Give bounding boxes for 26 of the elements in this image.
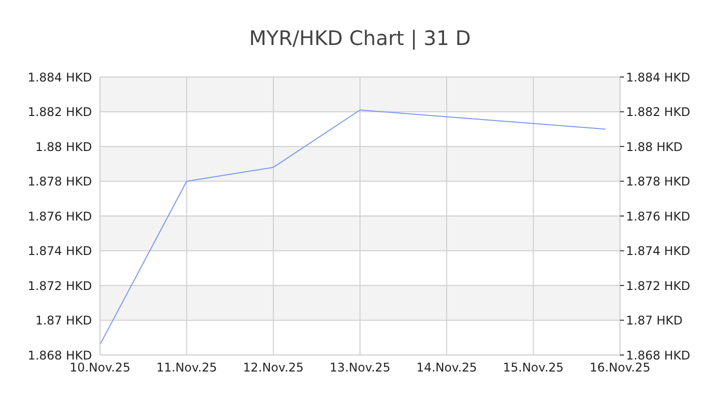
y2-tick-label: 1.876 HKD <box>626 209 690 224</box>
y-tick-label: 1.878 HKD <box>28 174 92 189</box>
y-tick-label: 1.868 HKD <box>28 348 92 362</box>
x-tick-label: 14.Nov.25 <box>416 360 477 375</box>
y2-tick-label: 1.884 HKD <box>626 70 690 84</box>
y2-tick-label: 1.882 HKD <box>626 105 690 120</box>
x-tick-label: 11.Nov.25 <box>156 360 217 375</box>
x-tick-label: 15.Nov.25 <box>503 360 564 375</box>
y2-tick-label: 1.868 HKD <box>626 348 690 362</box>
y-tick-label: 1.882 HKD <box>28 105 92 120</box>
x-tick-label: 12.Nov.25 <box>243 360 304 375</box>
y-tick-label: 1.876 HKD <box>28 209 92 224</box>
y-tick-label: 1.87 HKD <box>35 314 92 328</box>
y2-tick-label: 1.878 HKD <box>626 174 690 189</box>
y-tick-label: 1.874 HKD <box>28 244 92 258</box>
y-tick-label: 1.884 HKD <box>28 70 92 84</box>
x-tick-label: 10.Nov.25 <box>70 360 130 375</box>
x-tick-label: 16.Nov.25 <box>590 360 650 375</box>
y2-tick-label: 1.88 HKD <box>626 140 683 154</box>
x-tick-label: 13.Nov.25 <box>330 360 390 375</box>
y2-tick-label: 1.87 HKD <box>626 314 683 328</box>
chart-title: MYR/HKD Chart | 31 D <box>248 26 472 50</box>
y-tick-label: 1.88 HKD <box>35 140 92 154</box>
y2-tick-label: 1.872 HKD <box>626 278 690 293</box>
y-tick-label: 1.872 HKD <box>28 278 92 293</box>
y2-tick-label: 1.874 HKD <box>626 244 690 258</box>
